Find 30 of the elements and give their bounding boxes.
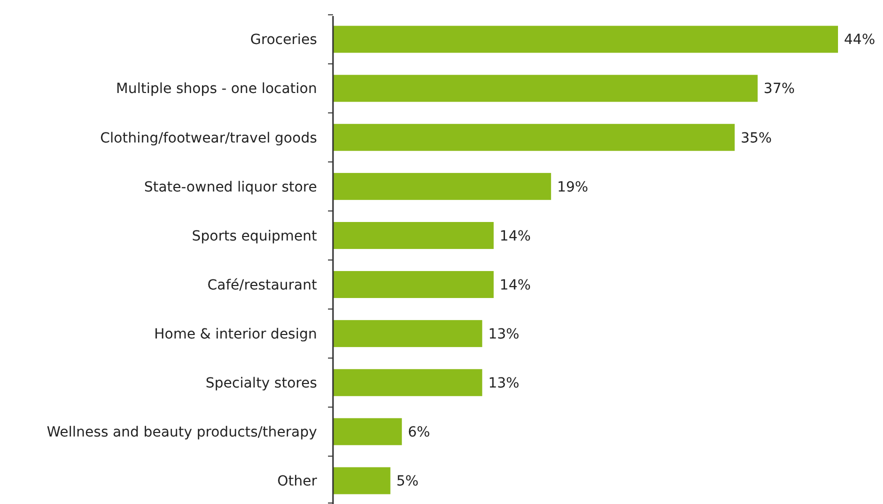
y-tick-label: Specialty stores bbox=[206, 376, 317, 392]
y-tick-label: Home & interior design bbox=[154, 326, 317, 342]
data-label: 14% bbox=[500, 277, 531, 294]
data-label: 37% bbox=[764, 81, 795, 98]
y-tick-label: Groceries bbox=[250, 32, 317, 48]
y-tick-label: Multiple shops - one location bbox=[116, 81, 317, 98]
bar bbox=[333, 418, 402, 446]
data-label: 44% bbox=[844, 32, 876, 48]
data-label: 13% bbox=[488, 326, 520, 342]
data-label: 13% bbox=[488, 376, 520, 392]
data-label: 5% bbox=[396, 474, 419, 490]
y-tick-label: Other bbox=[277, 474, 318, 490]
bar bbox=[333, 369, 482, 396]
y-tick-label: Sports equipment bbox=[192, 228, 318, 244]
data-label: 14% bbox=[500, 228, 531, 244]
bar bbox=[333, 124, 735, 151]
bar bbox=[333, 172, 552, 200]
y-tick-label: Clothing/footwear/travel goods bbox=[100, 130, 317, 146]
y-tick-label: Wellness and beauty products/therapy bbox=[46, 424, 317, 441]
bar bbox=[333, 320, 482, 348]
y-tick-label: State-owned liquor store bbox=[144, 179, 317, 196]
bar bbox=[333, 26, 838, 53]
bar bbox=[333, 467, 390, 494]
bar bbox=[333, 271, 494, 298]
data-label: 6% bbox=[408, 424, 430, 441]
bar bbox=[333, 222, 494, 249]
data-label: 35% bbox=[740, 130, 772, 146]
y-tick-label: Café/restaurant bbox=[207, 277, 318, 294]
bar bbox=[333, 74, 758, 102]
data-label: 19% bbox=[557, 179, 588, 196]
